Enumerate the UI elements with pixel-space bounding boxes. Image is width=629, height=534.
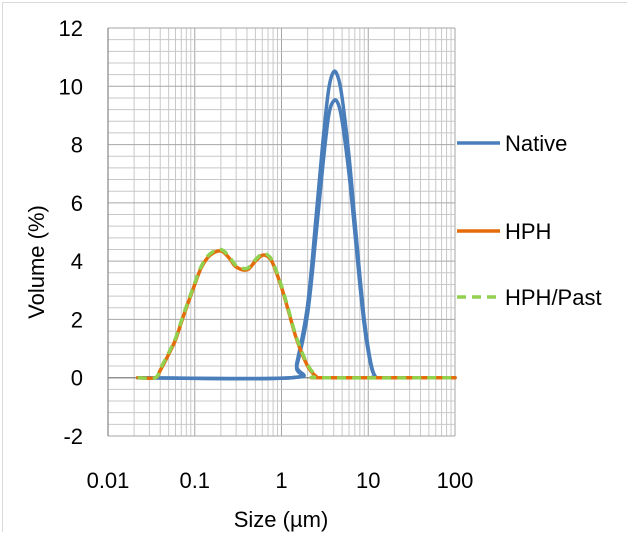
- legend-label: Native: [505, 131, 567, 156]
- y-tick-label: 10: [59, 74, 83, 99]
- y-tick-label: 12: [59, 16, 83, 41]
- series-lines: [135, 69, 457, 381]
- series-line-hph-past: [137, 247, 456, 381]
- legend-label: HPH: [505, 219, 551, 244]
- y-tick-label: -2: [63, 424, 83, 449]
- x-tick-label: 1: [275, 468, 287, 493]
- legend: Native HPH HPH/Past: [457, 131, 602, 310]
- x-axis-title: Size (µm): [234, 507, 329, 532]
- tick-labels: -2 0 2 4 6 8 10 12 0.01 0.1 1 10 100: [59, 16, 474, 493]
- y-tick-label: 2: [71, 307, 83, 332]
- x-tick-label: 100: [437, 468, 474, 493]
- series-line-native-replicate: [135, 69, 457, 381]
- y-tick-label: 6: [71, 191, 83, 216]
- x-tick-label: 0.1: [179, 468, 210, 493]
- y-tick-label: 8: [71, 133, 83, 158]
- x-tick-label: 10: [356, 468, 380, 493]
- y-tick-label: 4: [71, 249, 83, 274]
- legend-label: HPH/Past: [505, 285, 602, 310]
- y-tick-label: 0: [71, 366, 83, 391]
- x-tick-label: 0.01: [87, 468, 130, 493]
- y-axis-title: Volume (%): [24, 205, 49, 319]
